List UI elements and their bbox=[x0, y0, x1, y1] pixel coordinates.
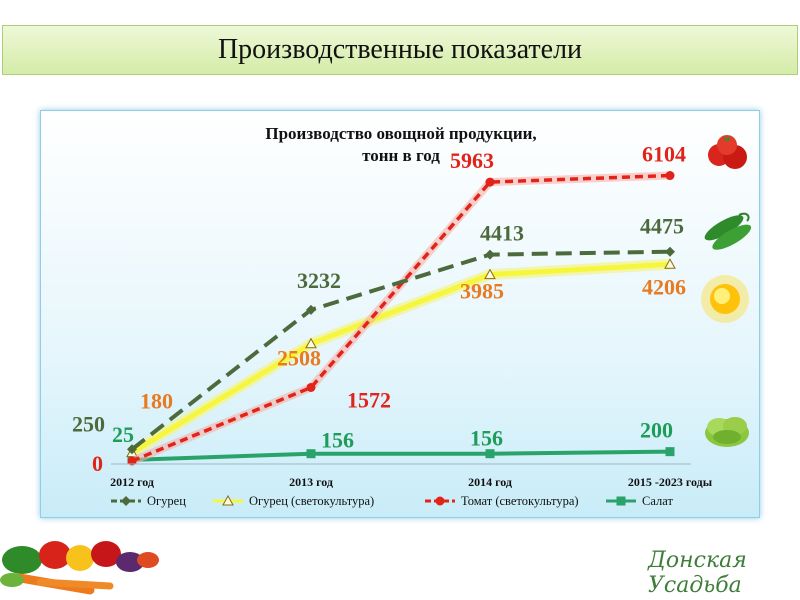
series-line-0 bbox=[130, 249, 671, 451]
data-label: 156 bbox=[321, 428, 354, 453]
data-point bbox=[306, 304, 316, 315]
data-label: 25 bbox=[112, 422, 134, 447]
x-tick-label: 2012 год bbox=[110, 475, 154, 489]
data-label: 4475 bbox=[640, 214, 684, 239]
series-line-2 bbox=[131, 173, 671, 463]
x-axis: 2012 год 2013 год 2014 год 2015 -2023 годы bbox=[110, 463, 713, 489]
legend-marker bbox=[121, 496, 131, 506]
chart-subtitle: тонн в год bbox=[362, 146, 440, 165]
data-label: 3232 bbox=[297, 268, 341, 293]
data-point bbox=[484, 268, 496, 280]
brand-logo: Донская Усадьба bbox=[648, 548, 747, 598]
tomato-icon bbox=[708, 135, 747, 169]
data-point bbox=[127, 456, 137, 466]
data-label: 4206 bbox=[642, 274, 686, 299]
cucumber-icon bbox=[704, 212, 752, 250]
data-point bbox=[485, 177, 495, 187]
chart-title: Производство овощной продукции, bbox=[265, 124, 536, 143]
data-label: 3985 bbox=[460, 279, 504, 304]
legend-label: Томат (светокультура) bbox=[461, 494, 579, 508]
data-label: 1572 bbox=[347, 387, 391, 412]
data-point bbox=[665, 447, 675, 457]
data-point bbox=[485, 449, 495, 459]
series-layer bbox=[126, 171, 676, 466]
series-line-1 bbox=[130, 261, 671, 455]
chart: Производство овощной продукции, тонн в г… bbox=[72, 124, 752, 508]
data-label: 4413 bbox=[480, 221, 524, 246]
lettuce-icon bbox=[705, 417, 749, 447]
series-line-3 bbox=[131, 449, 671, 462]
sun-icon bbox=[701, 275, 749, 323]
title-bar: Производственные показатели bbox=[2, 25, 798, 75]
vegetables-basket-icon bbox=[0, 541, 159, 595]
legend-marker bbox=[435, 496, 445, 506]
data-point bbox=[127, 444, 137, 455]
page-title: Производственные показатели bbox=[217, 34, 583, 65]
legend-label: Огурец (светокультура) bbox=[249, 494, 374, 508]
data-point bbox=[664, 258, 676, 269]
data-point bbox=[306, 449, 316, 459]
data-label: 156 bbox=[470, 426, 503, 451]
data-label: 0 bbox=[92, 451, 103, 476]
data-label: 5963 bbox=[450, 148, 494, 173]
data-label: 2508 bbox=[277, 346, 321, 371]
legend-marker bbox=[616, 496, 626, 506]
series-glow bbox=[130, 171, 671, 465]
legend: Огурец Огурец (светокультура) Томат (свето… bbox=[111, 494, 673, 508]
legend-label: Салат bbox=[642, 494, 673, 508]
data-label: 200 bbox=[640, 418, 673, 443]
data-label: 6104 bbox=[642, 142, 686, 167]
data-point bbox=[306, 382, 316, 392]
chart-panel: Производство овощной продукции, тонн в г… bbox=[40, 110, 760, 518]
legend-label: Огурец bbox=[147, 494, 186, 508]
data-label: 180 bbox=[140, 389, 173, 414]
data-point bbox=[485, 249, 495, 260]
x-tick-label: 2014 год bbox=[468, 475, 512, 489]
data-label: 250 bbox=[72, 411, 105, 436]
data-point bbox=[665, 171, 675, 181]
x-tick-label: 2015 -2023 годы bbox=[628, 475, 713, 489]
labels-layer: 250 3232 4413 4475 180 2508 3985 4206 0 1572 5963 6… bbox=[72, 142, 686, 476]
data-point bbox=[665, 246, 675, 257]
x-tick-label: 2013 год bbox=[289, 475, 333, 489]
data-point bbox=[305, 337, 317, 349]
legend-marker bbox=[222, 494, 234, 506]
